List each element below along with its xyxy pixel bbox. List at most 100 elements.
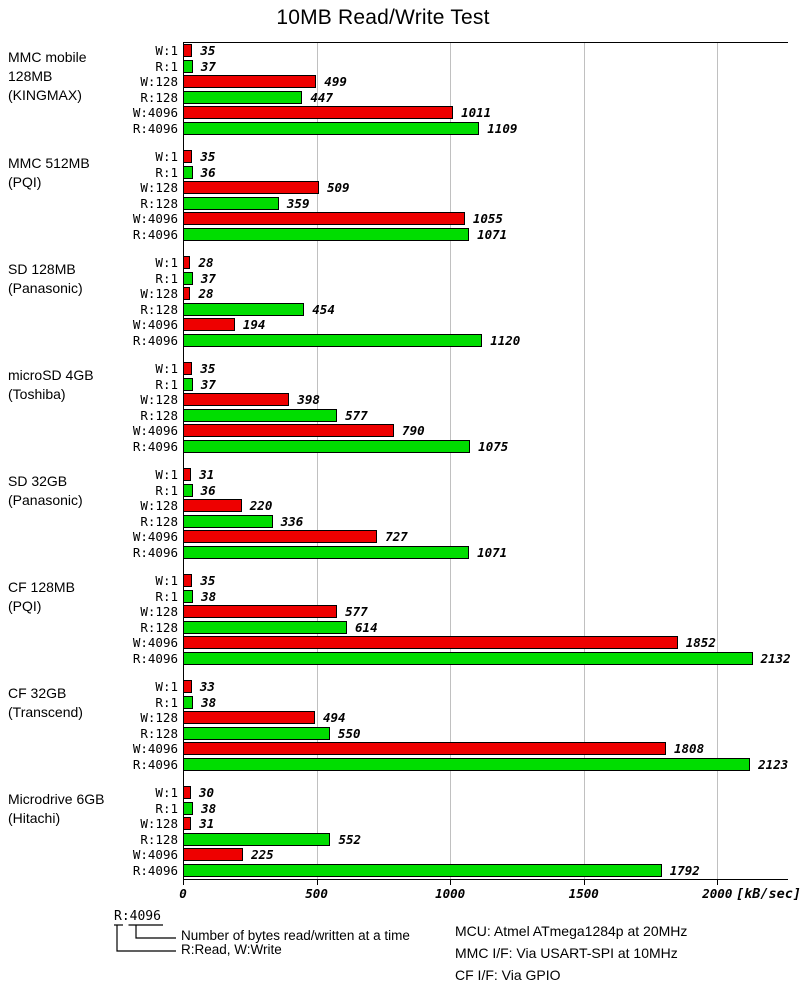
write-bar [183,711,315,725]
x-axis-tick-label: 1500 [568,886,599,901]
bar-value-label: 38 [201,588,217,604]
group-label-line: (PQI) [8,598,42,614]
bar-value-label: 35 [200,573,216,588]
read-bar [183,832,331,846]
bar-value-label: 1071 [477,227,508,242]
read-bar [183,801,194,815]
chart-title: 10MB Read/Write Test [276,6,490,29]
bar-value-label: 37 [200,270,216,286]
group-label: microSD 4GB (Toshiba) [8,366,94,404]
bar-tick-label: W:1 [155,149,178,164]
bar-tick-label: R:1 [155,376,178,392]
bar-value-label: 38 [201,694,217,710]
bar-value-label: 33 [199,679,215,694]
legend-connector-rw [116,925,176,952]
bar-tick-label: W:128 [140,286,178,302]
read-bar [183,440,471,453]
bar-value-label: 447 [310,89,333,105]
read-bar [183,302,305,316]
bar-tick-label: R:128 [140,831,178,847]
read-bar [183,620,348,634]
bar-tick-label: W:1 [155,467,178,482]
bar-tick-label: W:4096 [132,741,178,757]
footer-note-mmc-if: MMC I/F: Via USART-SPI at 10MHz [455,945,678,961]
x-axis-tick-label: 500 [305,886,328,901]
bar-value-label: 727 [385,529,408,545]
group-label: SD 32GB (Panasonic) [8,472,83,510]
read-bar [183,122,480,135]
bar-value-label: 38 [201,800,217,816]
bar-value-label: 35 [200,361,216,376]
x-axis-tick-label: 0 [179,886,187,901]
group-label-line: CF 128MB [8,579,75,595]
group-label: SD 128MB (Panasonic) [8,260,83,298]
bar-tick-label: W:1 [155,255,178,270]
bar-value-label: 1011 [461,105,492,121]
bar-value-label: 225 [251,847,274,863]
bar-tick-label: R:4096 [132,651,178,666]
bar-tick-label: W:4096 [132,847,178,863]
read-bar [183,59,193,73]
legend-note-bytes: Number of bytes read/written at a time [181,928,410,943]
read-bar [183,196,279,210]
write-bar [183,574,193,587]
bar-value-label: 336 [280,513,304,529]
bar-tick-label: W:1 [155,573,178,588]
read-bar [183,758,751,771]
y-axis-line [183,42,184,879]
write-bar [183,848,244,862]
write-bar [183,680,192,693]
bar-value-label: 36 [200,482,216,498]
write-bar [183,636,678,650]
x-axis-tick [450,879,452,885]
read-bar [183,334,483,347]
bar-value-label: 1075 [478,439,509,454]
bar-tick-label: R:1 [155,588,178,604]
bar-tick-label: W:4096 [132,105,178,121]
legend-key-label: R:4096 [114,909,161,924]
bar-value-label: 1120 [490,333,521,348]
bar-tick-label: W:1 [155,43,178,58]
read-bar [183,514,273,528]
x-axis-unit-label: [kB/sec] [736,886,800,902]
read-bar [183,483,193,497]
bar-value-label: 1852 [685,635,716,651]
group-label-line: (Panasonic) [8,280,83,296]
write-bar [183,256,191,269]
group-label-line: (PQI) [8,174,42,190]
bar-tick-label: W:4096 [132,317,178,333]
bar-tick-label: W:4096 [132,423,178,439]
group-label-line: microSD 4GB [8,367,94,383]
group-label: MMC 512MB (PQI) [8,154,90,192]
bar-value-label: 35 [200,43,216,58]
gridline [717,42,719,879]
write-bar [183,605,338,619]
read-bar [183,165,193,179]
bar-value-label: 790 [402,423,425,439]
bar-value-label: 1055 [472,211,503,227]
bar-tick-label: R:1 [155,694,178,710]
bar-tick-label: R:128 [140,725,178,741]
group-label-line: (Hitachi) [8,810,61,826]
x-axis-tick [717,879,719,885]
write-bar [183,181,319,195]
write-bar [183,44,193,57]
write-bar [183,75,317,89]
bar-tick-label: R:4096 [132,439,178,454]
write-bar [183,212,465,226]
write-bar [183,393,290,407]
bar-value-label: 31 [199,467,215,482]
write-bar [183,786,191,799]
bar-value-label: 37 [200,58,216,74]
bar-tick-label: R:128 [140,89,178,105]
bar-value-label: 1071 [477,545,508,560]
bar-tick-label: R:4096 [132,333,178,348]
bar-value-label: 550 [337,725,361,741]
group-label: CF 128MB (PQI) [8,578,75,616]
group-label-line: CF 32GB [8,685,67,701]
bar-value-label: 1792 [669,863,700,878]
bar-value-label: 35 [200,149,216,164]
gridline [316,42,318,879]
bar-tick-label: R:128 [140,301,178,317]
bar-value-label: 36 [200,164,216,180]
